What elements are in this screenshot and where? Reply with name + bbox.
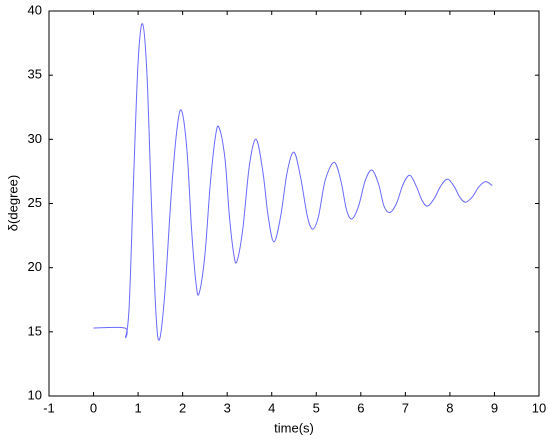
y-tick-label: 10 <box>28 387 42 402</box>
y-tick-label: 15 <box>28 323 42 338</box>
x-tick-label: 6 <box>357 400 364 415</box>
y-tick-label: 35 <box>28 67 42 82</box>
x-tick-label: 8 <box>446 400 453 415</box>
x-axis-label: time(s) <box>274 420 314 435</box>
x-tick-label: -1 <box>43 400 55 415</box>
x-tick-label: 10 <box>532 400 546 415</box>
x-tick-label: 7 <box>402 400 409 415</box>
x-tick-label: 4 <box>268 400 275 415</box>
y-tick-label: 25 <box>28 195 42 210</box>
x-tick-label: 0 <box>90 400 97 415</box>
y-axis-label: δ(degree) <box>5 175 20 231</box>
plot-box <box>48 10 540 397</box>
x-tick-label: 1 <box>134 400 141 415</box>
y-tick-label: 40 <box>28 2 42 17</box>
data-line <box>93 23 493 341</box>
y-tick-label: 30 <box>28 131 42 146</box>
x-tick-label: 5 <box>313 400 320 415</box>
y-tick-label: 20 <box>28 259 42 274</box>
x-tick-label: 2 <box>179 400 186 415</box>
x-tick-label: 9 <box>491 400 498 415</box>
x-tick-label: 3 <box>224 400 231 415</box>
